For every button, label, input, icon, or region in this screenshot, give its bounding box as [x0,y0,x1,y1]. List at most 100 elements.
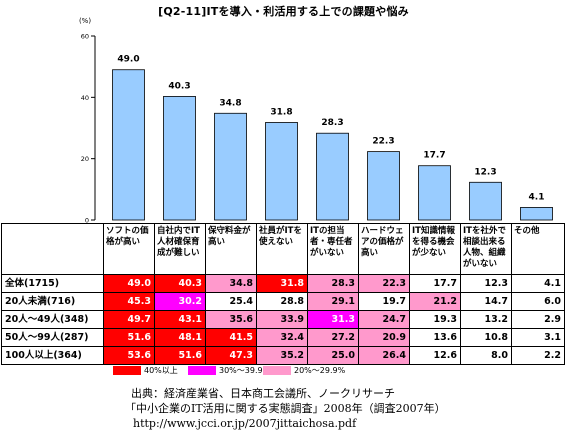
table-row: 20人未満(716) 45.3 30.2 25.4 28.8 29.1 19.7 21.2 14… [1,292,565,311]
bar-chart: (%) 0 20 40 60 49.0 40.3 34.8 31.8 28.3 22.3 17.7… [79,17,553,225]
legend-swatch [188,366,216,375]
row-label-cell: 全体(1715) [1,274,104,293]
chart-title: [Q2-11]ITを導入・利活用する上での課題や悩み [158,5,409,18]
value-cell: 2.9 [511,310,565,329]
data-labels: 49.0 40.3 34.8 31.8 28.3 22.3 17.7 12.3 4.1 [117,55,544,203]
category-header-cell: 保守料金が高い [205,223,257,275]
source-line-1: 出典：経済産業省、日本商工会議所、ノークリサーチ [131,387,395,400]
value-cell: 4.1 [511,274,565,293]
y-tick-label: 0 [85,217,89,225]
category-header-cell: 自社内でIT人材確保育成が難しい [154,223,206,275]
value-cell: 26.4 [358,346,410,365]
legend-swatch [263,366,291,375]
source-note: 出典：経済産業省、日本商工会議所、ノークリサーチ 「中小企業のIT活用に関する実… [125,386,446,431]
table-header-row: ソフトの価格が高い 自社内でIT人材確保育成が難しい 保守料金が高い 社員がITを使え… [1,223,565,275]
value-cell: 49.7 [103,310,155,329]
row-label-cell: 100人以上(364) [1,346,104,365]
value-cell: 14.7 [460,292,512,311]
value-cell: 25.4 [205,292,257,311]
value-cell: 30.2 [154,292,206,311]
bar [163,96,196,221]
value-cell: 27.2 [307,328,359,347]
value-cell: 6.0 [511,292,565,311]
legend-label: 40%以上 [144,366,178,375]
bar-value-label: 40.3 [168,81,190,91]
data-table: ソフトの価格が高い 自社内でIT人材確保育成が難しい 保守料金が高い 社員がITを使え… [1,223,565,365]
value-cell: 17.7 [409,274,461,293]
value-cell: 31.8 [256,274,308,293]
bar [265,122,298,221]
bar [418,165,451,221]
value-cell: 33.9 [256,310,308,329]
category-header-cell: IT知識情報を得る機会が少ない [409,223,461,275]
value-cell: 25.0 [307,346,359,365]
y-tick-label: 60 [81,33,89,41]
value-cell: 49.0 [103,274,155,293]
category-header-cell: 社員がITを使えない [256,223,308,275]
value-cell: 24.7 [358,310,410,329]
category-header-cell: ITを社外で相談出来る人物、組織がいない [460,223,512,275]
value-cell: 28.8 [256,292,308,311]
bar-value-label: 34.8 [219,98,241,108]
value-cell: 43.1 [154,310,206,329]
source-line-3: http://www.jcci.or.jp/2007jittaichosa.pd… [133,417,357,430]
value-cell: 35.2 [256,346,308,365]
value-cell: 28.3 [307,274,359,293]
category-header-cell: ハードウェアの価格が高い [358,223,410,275]
table-row: 全体(1715) 49.0 40.3 34.8 31.8 28.3 22.3 17.7 12.3… [1,274,565,293]
row-label-cell: 50人～99人(287) [1,328,104,347]
y-axis: 0 20 40 60 [81,33,96,225]
legend-swatch [113,366,141,375]
value-cell: 10.8 [460,328,512,347]
bar [316,132,349,221]
value-cell: 19.7 [358,292,410,311]
bars [112,69,553,221]
bar [112,69,145,221]
value-cell: 29.1 [307,292,359,311]
row-label-cell: 20人～49人(348) [1,310,104,329]
bar [214,112,247,221]
bar-value-label: 17.7 [423,151,445,161]
value-cell: 12.3 [460,274,512,293]
bar-value-label: 28.3 [321,118,343,128]
value-cell: 40.3 [154,274,206,293]
bar-value-label: 22.3 [372,137,394,147]
value-cell: 3.1 [511,328,565,347]
value-cell: 32.4 [256,328,308,347]
legend-item: 30%～39.9% [188,365,270,376]
category-header-cell: その他 [511,223,565,275]
value-cell: 45.3 [103,292,155,311]
value-cell: 31.3 [307,310,359,329]
table-row: 50人～99人(287) 51.6 48.1 41.5 32.4 27.2 20.9 13.6… [1,328,565,347]
value-cell: 13.6 [409,328,461,347]
value-cell: 21.2 [409,292,461,311]
value-cell: 22.3 [358,274,410,293]
value-cell: 53.6 [103,346,155,365]
value-cell: 13.2 [460,310,512,329]
legend-item: 40%以上 [113,365,178,376]
value-cell: 2.2 [511,346,565,365]
y-tick-label: 40 [81,94,89,102]
y-axis-unit-label: (%) [79,17,91,25]
row-label-cell: 20人未満(716) [1,292,104,311]
source-line-2: 「中小企業のIT活用に関する実態調査」2008年（調査2007年） [125,402,446,415]
value-cell: 12.6 [409,346,461,365]
table-row: 20人～49人(348) 49.7 43.1 35.6 33.9 31.3 24.7 19.3… [1,310,565,329]
bar-value-label: 49.0 [117,55,139,65]
y-tick-label: 20 [81,155,89,163]
bar-value-label: 4.1 [529,192,545,202]
bar [520,207,553,221]
table-corner-cell [1,223,104,275]
value-cell: 35.6 [205,310,257,329]
value-cell: 51.6 [103,328,155,347]
value-cell: 8.0 [460,346,512,365]
value-cell: 34.8 [205,274,257,293]
value-cell: 51.6 [154,346,206,365]
value-cell: 47.3 [205,346,257,365]
bar-value-label: 12.3 [474,167,496,177]
category-header-cell: ソフトの価格が高い [103,223,155,275]
legend-label: 20%～29.9% [294,366,346,375]
value-cell: 48.1 [154,328,206,347]
value-cell: 19.3 [409,310,461,329]
bar [367,151,400,221]
